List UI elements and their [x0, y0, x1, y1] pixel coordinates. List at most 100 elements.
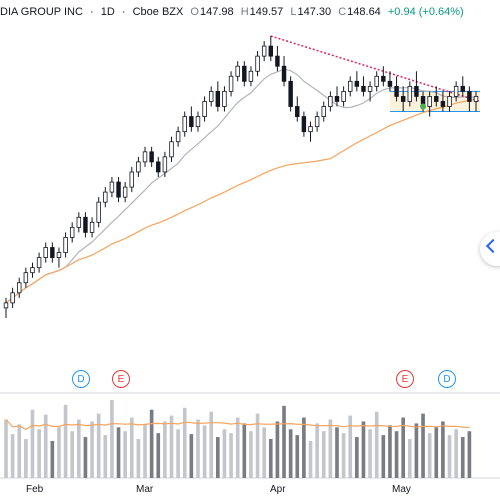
candle-body [63, 237, 68, 253]
volume-bar [216, 437, 220, 478]
candle-body [248, 70, 254, 82]
candle-body [175, 131, 181, 143]
candle-body [427, 96, 432, 107]
volume-bar [76, 419, 81, 478]
candle-body [301, 116, 307, 133]
volume-bar [335, 427, 339, 478]
volume-bar [169, 415, 174, 478]
candle-body [473, 96, 479, 102]
volume-bar [255, 413, 260, 478]
dividend-marker[interactable]: D [72, 370, 90, 388]
volume-bar [57, 427, 61, 478]
x-axis-label: Mar [136, 484, 154, 495]
candle-body [116, 181, 121, 198]
volume-bar [308, 440, 313, 478]
dividend-marker[interactable]: D [438, 370, 456, 388]
ma-slow-line [5, 98, 477, 304]
volume-bar [110, 400, 114, 478]
symbol-title[interactable]: DIA GROUP INC [0, 6, 83, 18]
header-sep: · [90, 6, 94, 18]
candle-body [381, 75, 386, 82]
volume-bar [368, 429, 372, 478]
volume-bar [30, 409, 35, 478]
candle-body [222, 90, 227, 107]
exchange-label: Cboe BZX [132, 6, 184, 18]
signal-dot [420, 103, 427, 110]
candle-body [228, 75, 234, 92]
volume-bar [460, 437, 465, 478]
candle-body [83, 216, 88, 233]
candle-body [367, 85, 373, 92]
volume-bar [302, 417, 306, 478]
volume-bar [355, 437, 359, 478]
volume-bar [176, 429, 180, 478]
candle-body [182, 116, 187, 133]
candle-body [255, 55, 260, 72]
candle-body [89, 221, 95, 233]
volume-bar [467, 431, 472, 478]
candle-body [156, 161, 161, 173]
volume-bar [222, 429, 227, 478]
volume-bar [4, 419, 8, 478]
candle-body [440, 101, 446, 107]
volume-bar [361, 421, 366, 478]
candle-body [460, 85, 465, 92]
interval-label[interactable]: 1D [100, 6, 115, 18]
volume-bar [441, 421, 445, 478]
candle-body [96, 201, 101, 223]
volume-bar [321, 431, 326, 478]
volume-bar [182, 407, 187, 478]
candle-body [434, 96, 439, 102]
open-value: 147.98 [199, 6, 234, 18]
volume-bar [447, 435, 452, 478]
candle-body [122, 186, 128, 198]
candle-body [242, 65, 247, 82]
volume-bar [282, 405, 286, 478]
candle-body [295, 106, 300, 117]
candle-body [169, 141, 174, 158]
volume-bar [388, 425, 392, 478]
volume-ma-line [5, 419, 470, 430]
candle-body [374, 75, 379, 87]
close-value: 148.64 [347, 6, 381, 18]
volume-bar [96, 413, 101, 478]
volume-bar [401, 417, 406, 478]
volume-bar [123, 431, 127, 478]
candle-body [195, 116, 201, 128]
candle-body [235, 65, 240, 77]
earnings-marker[interactable]: E [396, 370, 414, 388]
chevron-left-icon [485, 238, 500, 254]
candle-body [208, 90, 214, 102]
volume-bar [103, 435, 108, 478]
trendline [270, 35, 481, 103]
candle-body [36, 257, 42, 269]
volume-bar [262, 427, 266, 478]
candle-body [400, 96, 406, 102]
candle-body [43, 247, 48, 258]
volume-bar [434, 427, 439, 478]
candle-body [10, 292, 15, 304]
volume-bar [341, 433, 346, 478]
candle-body [189, 116, 194, 128]
header-sep: · [121, 6, 126, 18]
volume-bar [454, 429, 458, 478]
scroll-to-realtime-button[interactable] [480, 232, 500, 266]
candle-body [394, 85, 399, 97]
volume-bar [149, 409, 154, 478]
volume-bar [50, 440, 55, 478]
candle-body [275, 55, 280, 67]
candle-body [3, 302, 9, 309]
volume-bar [288, 429, 293, 478]
candle-body [314, 116, 320, 128]
candle-body [281, 65, 287, 82]
candle-body [103, 191, 108, 203]
volume-bar [209, 411, 214, 478]
earnings-marker[interactable]: E [112, 370, 130, 388]
candle-body [407, 85, 413, 102]
volume-bar [156, 433, 161, 478]
x-axis-label: Apr [270, 484, 286, 495]
volume-bar [381, 435, 386, 478]
candle-body [162, 156, 168, 173]
volume-bar [407, 439, 412, 478]
